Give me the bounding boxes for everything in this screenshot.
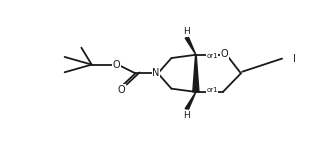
Polygon shape	[185, 92, 196, 109]
Text: or1: or1	[206, 53, 218, 59]
Text: O: O	[220, 49, 228, 59]
Text: H: H	[184, 111, 190, 120]
Text: O: O	[118, 85, 125, 95]
Text: O: O	[112, 60, 120, 70]
Text: I: I	[293, 54, 296, 64]
Polygon shape	[185, 38, 196, 55]
Polygon shape	[193, 55, 199, 92]
Text: or1: or1	[206, 87, 218, 93]
Text: H: H	[184, 27, 190, 36]
Text: N: N	[152, 68, 160, 78]
